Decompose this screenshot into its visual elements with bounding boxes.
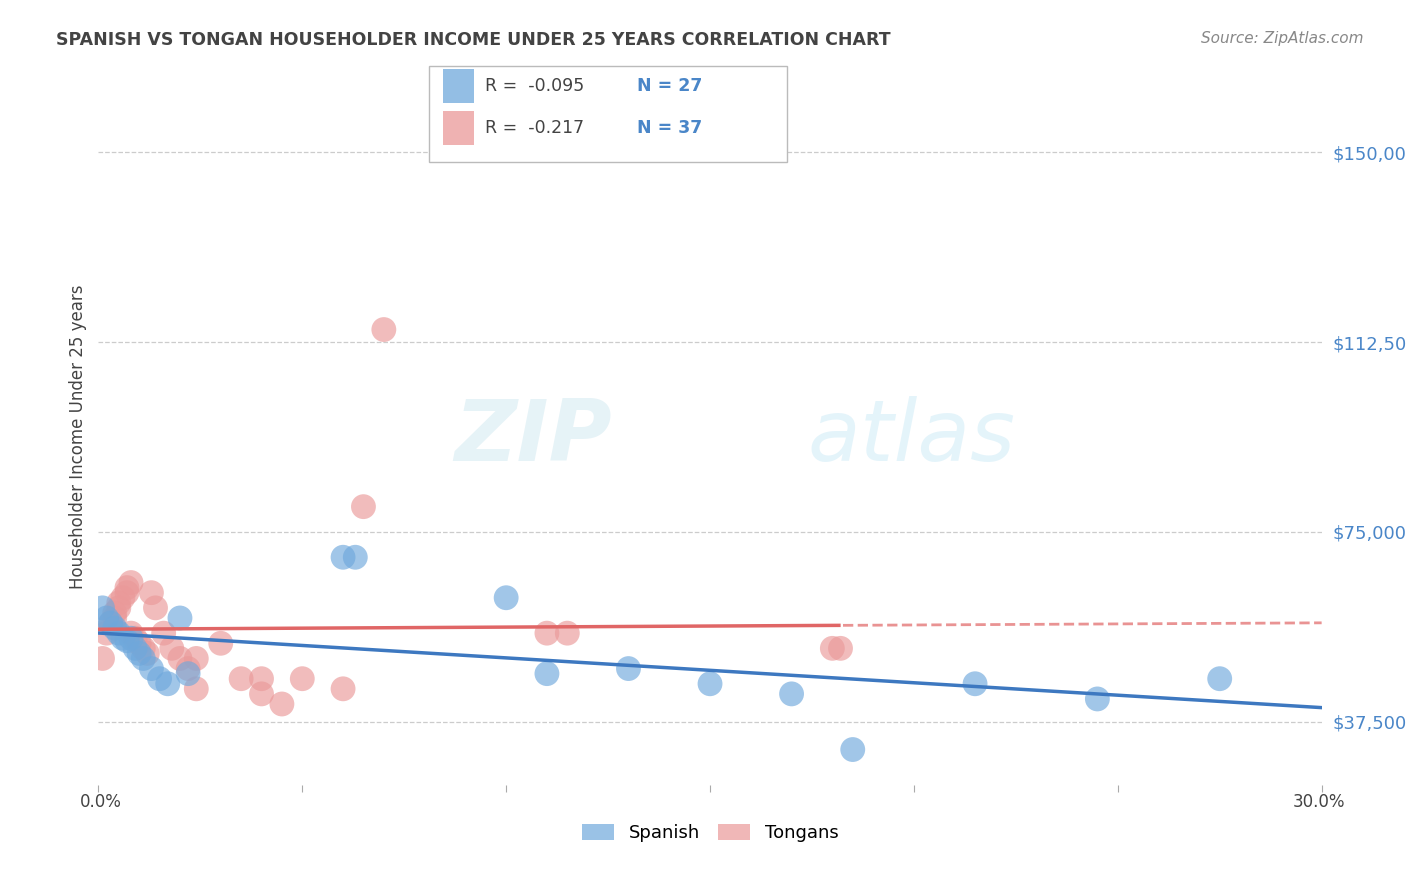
Point [100, 615, 122, 630]
Point [332, 550, 354, 565]
Text: Source: ZipAtlas.com: Source: ZipAtlas.com [1201, 31, 1364, 46]
Point [120, 631, 142, 645]
Point [555, 626, 579, 640]
Point [156, 677, 179, 691]
Point [536, 626, 558, 640]
Point [186, 681, 208, 696]
Point [104, 621, 127, 635]
Point [115, 633, 138, 648]
Point [186, 651, 208, 665]
Point [108, 596, 131, 610]
Text: N = 37: N = 37 [637, 119, 702, 137]
Point [152, 626, 174, 640]
Point [124, 641, 146, 656]
Point [141, 662, 163, 676]
Point [132, 651, 155, 665]
Point [344, 550, 367, 565]
Point [91, 600, 114, 615]
Point [1209, 672, 1232, 686]
Point [96, 611, 118, 625]
Point [160, 641, 183, 656]
Point [830, 641, 852, 656]
Text: ZIP: ZIP [454, 395, 612, 479]
Text: 30.0%: 30.0% [1292, 793, 1346, 811]
Point [141, 585, 163, 599]
Point [128, 636, 150, 650]
Text: N = 27: N = 27 [637, 77, 702, 95]
Point [250, 672, 273, 686]
Point [128, 647, 150, 661]
Point [373, 322, 395, 336]
Point [120, 626, 142, 640]
Point [91, 651, 114, 665]
Point [177, 666, 200, 681]
Point [209, 636, 232, 650]
Point [169, 611, 191, 625]
Point [132, 641, 155, 656]
Point [104, 611, 127, 625]
Point [136, 647, 159, 661]
Point [352, 500, 374, 514]
Point [169, 651, 191, 665]
Point [270, 697, 294, 711]
Point [108, 600, 131, 615]
Point [291, 672, 314, 686]
Point [1085, 692, 1108, 706]
Point [115, 585, 138, 599]
Point [104, 606, 127, 620]
Text: 0.0%: 0.0% [80, 793, 122, 811]
Text: SPANISH VS TONGAN HOUSEHOLDER INCOME UNDER 25 YEARS CORRELATION CHART: SPANISH VS TONGAN HOUSEHOLDER INCOME UND… [56, 31, 891, 49]
Point [145, 600, 167, 615]
Point [100, 615, 122, 630]
Point [965, 677, 987, 691]
Point [108, 626, 131, 640]
Point [96, 626, 118, 640]
Point [617, 662, 640, 676]
Point [821, 641, 844, 656]
Point [780, 687, 803, 701]
Point [124, 631, 146, 645]
Point [536, 666, 558, 681]
Point [149, 672, 172, 686]
Point [841, 742, 863, 756]
Text: R =  -0.095: R = -0.095 [485, 77, 585, 95]
Point [111, 631, 134, 645]
Point [115, 581, 138, 595]
Point [332, 681, 354, 696]
Point [250, 687, 273, 701]
Point [231, 672, 253, 686]
Point [177, 662, 200, 676]
Text: R =  -0.217: R = -0.217 [485, 119, 585, 137]
Y-axis label: Householder Income Under 25 years: Householder Income Under 25 years [69, 285, 87, 590]
Point [120, 575, 142, 590]
Point [699, 677, 721, 691]
Text: atlas: atlas [808, 395, 1017, 479]
Legend: Spanish, Tongans: Spanish, Tongans [574, 816, 846, 849]
Point [111, 591, 134, 605]
Point [495, 591, 517, 605]
